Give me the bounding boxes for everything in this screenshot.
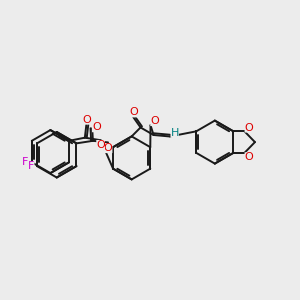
Text: O: O	[150, 116, 159, 126]
Text: F: F	[28, 161, 34, 171]
Text: O: O	[82, 115, 91, 124]
Text: O: O	[244, 152, 253, 162]
Text: F: F	[22, 157, 28, 167]
Text: O: O	[104, 143, 112, 153]
Text: O: O	[129, 107, 138, 117]
Text: H: H	[170, 128, 179, 138]
Text: O: O	[244, 123, 253, 133]
Text: O: O	[92, 122, 101, 132]
Text: O: O	[96, 140, 105, 150]
